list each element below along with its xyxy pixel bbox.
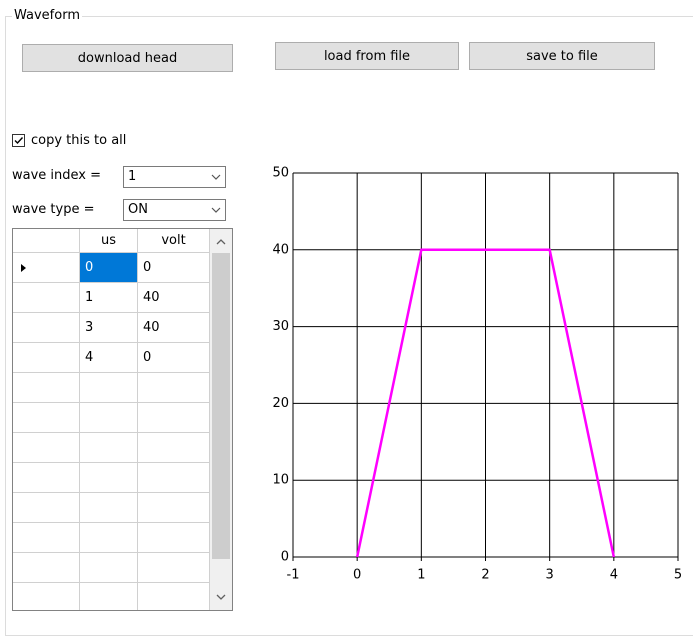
table-cell[interactable] [80,463,138,493]
table-cell[interactable] [80,583,138,610]
table-cell[interactable] [80,553,138,583]
x-tick-label: 3 [546,568,554,583]
row-header[interactable] [13,583,80,610]
dropdown-arrow [211,207,221,213]
wave-type-combo[interactable]: ON [123,199,226,221]
wave-index-combo[interactable]: 1 [123,166,226,188]
checkbox-label[interactable]: copy this to all [31,133,127,148]
column-header[interactable]: volt [138,229,210,253]
x-tick-label: 2 [481,568,489,583]
checkbox[interactable] [12,134,25,147]
wave-type-label: wave type = [12,202,95,217]
x-tick-label: -1 [287,568,300,583]
row-header[interactable] [13,283,80,313]
table-cell[interactable] [138,523,210,553]
x-tick-label: 1 [417,568,425,583]
table-cell[interactable] [80,493,138,523]
scroll-thumb[interactable] [212,253,230,559]
row-header[interactable] [13,523,80,553]
table-cell[interactable] [138,583,210,610]
current-row-marker [21,264,26,272]
table-cell[interactable] [80,523,138,553]
y-tick-label: 20 [272,396,289,411]
y-tick-label: 30 [272,319,289,334]
line-series [355,248,616,558]
wave-index-value: 1 [128,169,137,184]
group-title: Waveform [12,8,82,24]
table-cell[interactable]: 40 [138,313,210,343]
row-header[interactable] [13,553,80,583]
table-cell[interactable] [138,463,210,493]
table-cell[interactable] [80,403,138,433]
table-cell[interactable]: 0 [80,253,138,283]
table-cell[interactable] [138,373,210,403]
table-cell[interactable] [138,493,210,523]
row-header[interactable] [13,253,80,283]
table-cell[interactable]: 0 [138,253,210,283]
table-cell[interactable] [80,433,138,463]
table-cell[interactable]: 0 [138,343,210,373]
wave-index-label: wave index = [12,168,102,183]
table-cell[interactable] [138,433,210,463]
scroll-up[interactable] [210,231,232,253]
row-header[interactable] [13,373,80,403]
y-tick-label: 10 [272,473,289,488]
table-cell[interactable] [80,373,138,403]
data-grid[interactable]: 0 4 40 3 40 1 0 0 volt us [12,228,233,611]
row-header[interactable] [13,343,80,373]
save-button[interactable]: save to file [469,42,655,70]
table-cell[interactable] [138,403,210,433]
download-button[interactable]: download head [22,44,233,72]
window: Waveform download head load from file sa… [5,8,693,636]
row-header[interactable] [13,433,80,463]
chart: 0 10 20 30 40 50 -1 0 1 2 3 4 5 [272,166,682,583]
table-cell[interactable]: 4 [80,343,138,373]
scrollbar[interactable] [210,229,232,610]
x-tick-label: 4 [610,568,618,583]
y-tick-label: 40 [272,242,289,257]
table-cell[interactable]: 1 [80,283,138,313]
dropdown-arrow [211,174,221,180]
x-tick-label: 0 [353,568,361,583]
wave-type-value: ON [128,202,148,217]
scroll-down[interactable] [210,586,232,608]
table-cell[interactable]: 3 [80,313,138,343]
y-tick-label: 50 [272,166,289,181]
table-cell[interactable]: 40 [138,283,210,313]
table-cell[interactable] [138,553,210,583]
load-button[interactable]: load from file [275,42,459,70]
y-tick-label: 0 [281,550,289,565]
column-header[interactable]: us [80,229,138,253]
check-mark [14,137,24,145]
x-tick-label: 5 [674,568,682,583]
row-header[interactable] [13,403,80,433]
row-header[interactable] [13,493,80,523]
row-header[interactable] [13,313,80,343]
row-header-corner[interactable] [13,229,80,253]
row-header[interactable] [13,463,80,493]
